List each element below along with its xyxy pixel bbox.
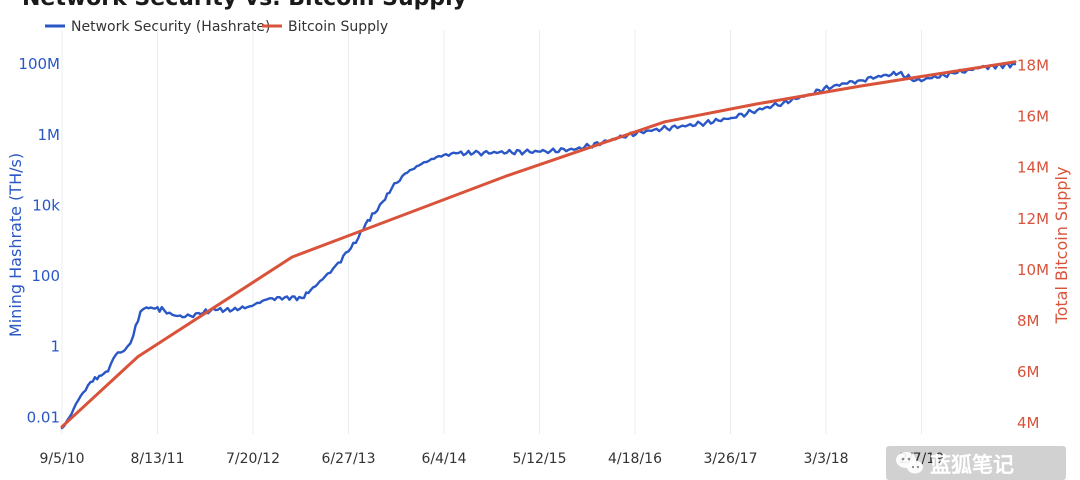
left-tick-label: 10k xyxy=(32,196,60,214)
right-axis-label: Total Bitcoin Supply xyxy=(1052,167,1071,325)
x-tick-label: 4/18/16 xyxy=(608,451,662,467)
right-tick-label: 8M xyxy=(1017,312,1040,330)
wechat-icon xyxy=(896,452,923,474)
right-tick-label: 6M xyxy=(1017,363,1040,381)
x-tick-label: 7/20/12 xyxy=(226,451,280,467)
x-tick-label: 9/5/10 xyxy=(39,451,84,467)
right-tick-label: 10M xyxy=(1017,261,1049,279)
watermark-text: 蓝狐笔记 xyxy=(930,453,1014,477)
left-tick-label: 0.01 xyxy=(27,408,60,426)
right-tick-label: 16M xyxy=(1017,108,1049,126)
watermark-background xyxy=(886,446,1066,480)
left-tick-label: 1M xyxy=(38,126,61,144)
right-axis-ticks: 4M 6M 8M 10M 12M 14M 16M 18M xyxy=(1017,57,1049,432)
right-tick-label: 4M xyxy=(1017,414,1040,432)
left-axis-ticks: 0.01 1 100 10k 1M 100M xyxy=(18,55,60,426)
x-axis-ticks: 9/5/10 8/13/11 7/20/12 6/27/13 6/4/14 5/12/15… xyxy=(39,451,944,467)
series-line-supply[interactable] xyxy=(60,60,1017,429)
right-tick-label: 18M xyxy=(1017,57,1049,75)
watermark: 蓝狐笔记 xyxy=(886,446,1066,480)
x-tick-label: 6/27/13 xyxy=(322,451,376,467)
x-tick-label: 3/26/17 xyxy=(704,451,758,467)
left-tick-label: 100 xyxy=(31,267,60,285)
gridlines xyxy=(61,30,922,434)
chart-title: Network Security vs. Bitcoin Supply xyxy=(22,0,467,11)
x-tick-label: 8/13/11 xyxy=(131,451,185,467)
right-tick-label: 14M xyxy=(1017,159,1049,177)
left-tick-label: 100M xyxy=(18,55,60,73)
legend-label-hashrate[interactable]: Network Security (Hashrate) xyxy=(71,19,270,35)
x-tick-label: 3/3/18 xyxy=(803,451,848,467)
series-line-hashrate[interactable] xyxy=(60,62,1017,430)
series-lines xyxy=(60,60,1017,430)
x-tick-label: 6/4/14 xyxy=(421,451,466,467)
x-tick-label: 5/12/15 xyxy=(513,451,567,467)
legend: Network Security (Hashrate) Bitcoin Supp… xyxy=(45,19,388,35)
left-tick-label: 1 xyxy=(50,338,60,356)
right-tick-label: 12M xyxy=(1017,210,1049,228)
left-axis-label: Mining Hashrate (TH/s) xyxy=(6,153,25,337)
legend-label-supply[interactable]: Bitcoin Supply xyxy=(288,19,388,35)
